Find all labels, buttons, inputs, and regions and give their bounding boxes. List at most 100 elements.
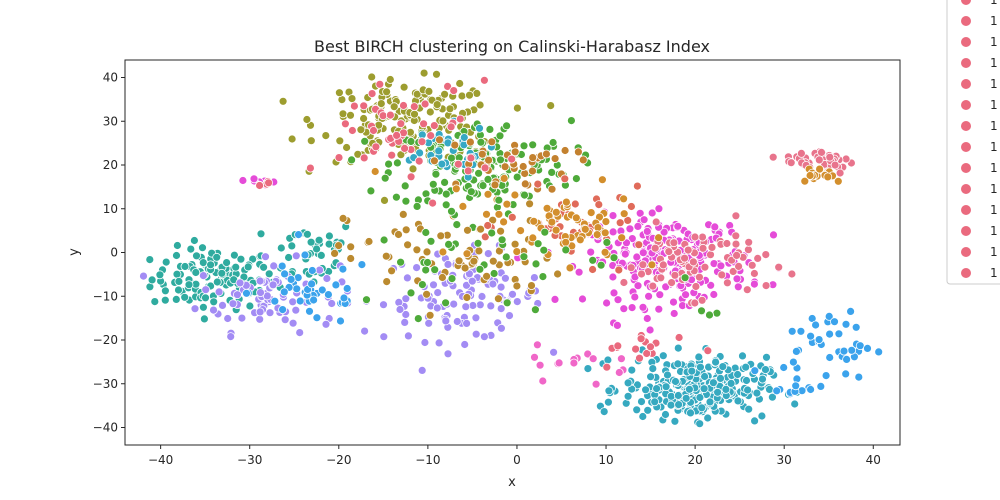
data-point	[549, 347, 558, 357]
data-point	[441, 298, 451, 308]
data-point	[510, 147, 520, 157]
legend-label: 1	[990, 245, 998, 259]
data-point	[705, 310, 714, 320]
data-point	[673, 391, 683, 400]
data-point	[681, 290, 690, 300]
data-point	[447, 274, 457, 284]
data-point	[458, 201, 468, 211]
legend-label: 1	[990, 266, 998, 280]
data-point	[752, 388, 762, 398]
data-point	[542, 149, 551, 159]
data-point	[825, 353, 835, 362]
data-point	[423, 258, 432, 267]
data-point	[695, 419, 705, 429]
data-point	[476, 137, 486, 147]
data-point	[392, 130, 402, 140]
data-point	[419, 68, 429, 78]
data-point	[841, 369, 851, 379]
data-point	[623, 391, 633, 401]
data-point	[646, 372, 655, 382]
data-point	[315, 265, 325, 275]
data-point	[533, 239, 543, 249]
data-point	[395, 305, 405, 314]
data-point	[385, 110, 395, 120]
data-point	[654, 233, 663, 243]
data-point	[658, 351, 668, 361]
data-point	[553, 269, 562, 279]
data-point	[276, 243, 286, 253]
data-point	[366, 186, 376, 196]
data-point	[288, 318, 298, 328]
data-point	[821, 371, 831, 381]
data-point	[643, 405, 653, 415]
y-tick-label: 0	[110, 246, 118, 260]
data-point	[324, 239, 334, 249]
data-point	[507, 154, 517, 164]
data-point	[160, 286, 170, 296]
data-point	[761, 365, 770, 375]
data-point	[469, 256, 479, 266]
data-point	[322, 274, 332, 283]
data-point	[510, 190, 520, 200]
data-point	[426, 236, 436, 246]
data-point	[550, 294, 560, 304]
data-point	[346, 254, 356, 263]
data-point	[789, 357, 798, 367]
data-point	[279, 287, 289, 297]
legend-marker	[961, 247, 971, 257]
data-point	[667, 278, 676, 288]
data-point	[473, 238, 483, 248]
x-axis-ticks: −40 −30 −20 −10 0 10 20 30 40	[148, 445, 881, 467]
data-point	[312, 313, 322, 323]
data-point	[306, 136, 316, 146]
data-point	[389, 102, 399, 112]
data-point	[769, 230, 778, 240]
data-point	[367, 89, 377, 98]
data-point	[449, 299, 459, 309]
data-point	[307, 266, 317, 275]
legend-marker	[961, 58, 971, 68]
data-point	[286, 274, 296, 284]
data-point	[280, 269, 290, 279]
data-point	[379, 332, 389, 342]
data-point	[387, 150, 397, 160]
data-point	[816, 381, 826, 391]
data-point	[295, 328, 305, 338]
data-point	[443, 82, 453, 91]
data-point	[478, 181, 488, 191]
data-point	[815, 164, 824, 174]
legend-label: 1	[990, 98, 998, 112]
data-point	[641, 385, 650, 395]
data-point	[627, 202, 636, 211]
data-point	[455, 79, 465, 88]
data-point	[709, 378, 718, 388]
data-point	[493, 294, 503, 304]
data-point	[654, 204, 664, 214]
data-point	[518, 162, 528, 171]
data-point	[425, 107, 435, 117]
data-point	[347, 126, 357, 135]
data-point	[419, 119, 429, 129]
data-point	[482, 209, 491, 219]
data-point	[479, 332, 489, 342]
data-point	[615, 218, 625, 228]
data-point	[680, 253, 689, 263]
data-point	[505, 311, 514, 321]
data-point	[199, 314, 209, 324]
data-point	[761, 281, 771, 291]
data-point	[338, 264, 348, 274]
data-point	[382, 87, 392, 97]
x-tick-label: −40	[148, 453, 173, 467]
data-point	[839, 346, 849, 356]
data-point	[639, 215, 649, 225]
data-point	[293, 273, 303, 283]
data-point	[633, 181, 642, 191]
data-point	[323, 290, 333, 300]
data-point	[334, 153, 344, 163]
data-point	[291, 251, 301, 261]
data-point	[399, 82, 409, 92]
data-point	[212, 277, 222, 287]
data-point	[683, 245, 693, 255]
data-point	[501, 252, 511, 262]
data-point	[346, 110, 355, 120]
